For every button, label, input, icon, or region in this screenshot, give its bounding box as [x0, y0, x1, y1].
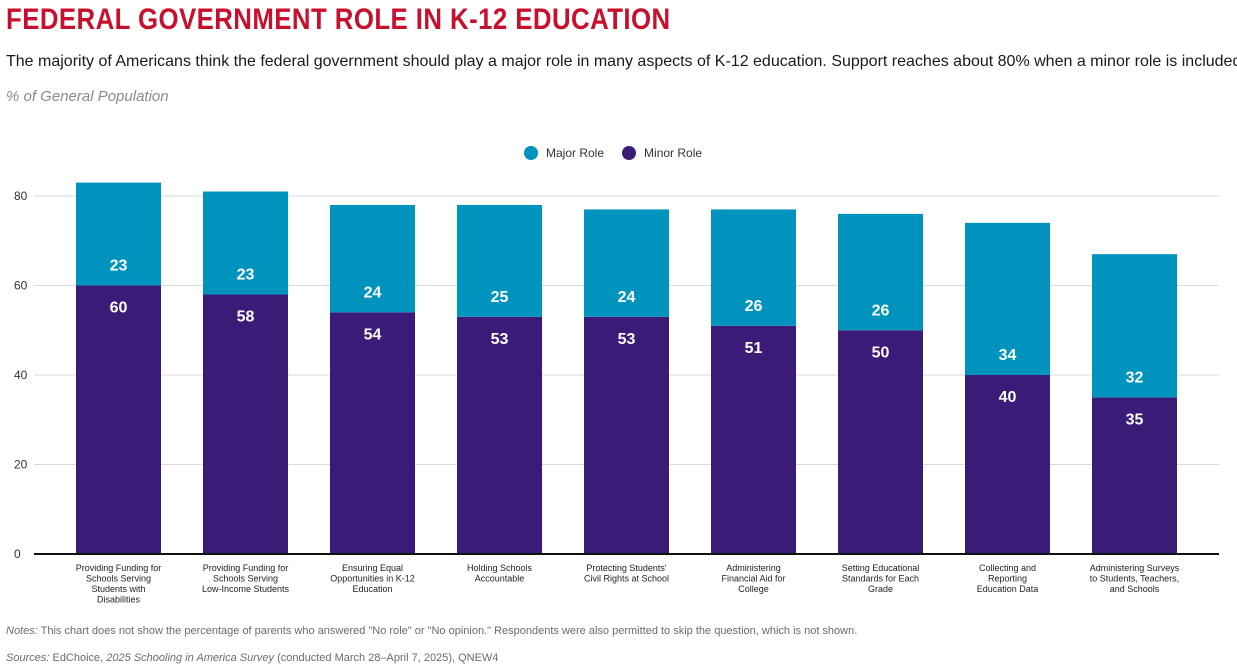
bar-major-role	[76, 182, 161, 286]
legend-label-minor: Minor Role	[644, 146, 703, 160]
data-label-major: 24	[364, 284, 382, 301]
data-label-major: 26	[872, 302, 890, 319]
x-category-label: Financial Aid for	[721, 574, 785, 584]
bar-major-role	[838, 213, 923, 331]
x-category-label: Education	[352, 584, 392, 594]
chart-notes: Notes: This chart does not show the perc…	[6, 625, 857, 637]
bar-minor-role	[203, 294, 288, 554]
bar-major-role	[711, 209, 796, 326]
data-label-minor: 40	[999, 389, 1017, 406]
data-label-minor: 35	[1126, 411, 1144, 428]
y-tick-label: 40	[14, 368, 28, 382]
x-category-label: Providing Funding for	[76, 563, 162, 573]
x-category-label: Accountable	[475, 574, 525, 584]
x-category-label: Education Data	[977, 584, 1039, 594]
bar-minor-role	[1092, 397, 1177, 554]
bar-major-role	[203, 191, 288, 295]
legend: Major Role Minor Role	[524, 146, 702, 160]
x-category-label: Opportunities in K-12	[330, 574, 415, 584]
data-label-major: 23	[237, 266, 255, 283]
data-label-major: 23	[110, 258, 128, 275]
bar-minor-role	[584, 316, 669, 554]
y-tick-label: 80	[14, 189, 28, 203]
x-category-label: Setting Educational	[842, 563, 920, 573]
data-label-major: 34	[999, 347, 1017, 364]
unit-label: % of General Population	[6, 88, 169, 105]
bar-minor-role	[838, 330, 923, 554]
chart-title: FEDERAL GOVERNMENT ROLE IN K-12 EDUCATIO…	[6, 3, 671, 36]
legend-swatch-minor	[622, 146, 637, 160]
bar-minor-role	[965, 375, 1050, 554]
data-label-minor: 53	[618, 331, 636, 348]
x-category-label: Schools Serving	[86, 574, 151, 584]
x-category-label: and Schools	[1110, 584, 1160, 594]
data-label-minor: 58	[237, 308, 255, 325]
x-category-label: Collecting and	[979, 563, 1036, 573]
x-category-label: Civil Rights at School	[584, 574, 669, 584]
data-label-major: 26	[745, 298, 763, 315]
data-label-minor: 54	[364, 326, 382, 343]
x-category-label: Disabilities	[97, 595, 141, 605]
x-category-label: Ensuring Equal	[342, 563, 403, 573]
x-category-label: Grade	[868, 584, 893, 594]
bar-minor-role	[76, 285, 161, 554]
data-label-minor: 50	[872, 344, 890, 361]
x-category-label: Students with	[91, 584, 145, 594]
notes-text: This chart does not show the percentage …	[37, 625, 858, 637]
sources-pre: EdChoice,	[49, 652, 107, 664]
legend-item-minor: Minor Role	[622, 146, 702, 160]
legend-item-major: Major Role	[524, 146, 604, 160]
chart-sources: Sources: EdChoice, 2025 Schooling in Ame…	[6, 652, 498, 664]
sources-title: 2025 Schooling in America Survey	[106, 652, 275, 664]
x-category-label: to Students, Teachers,	[1090, 574, 1179, 584]
x-category-label: College	[738, 584, 769, 594]
x-category-label: Low-Income Students	[202, 584, 290, 594]
data-label-minor: 53	[491, 331, 509, 348]
bar-major-role	[330, 204, 415, 313]
x-category-label: Standards for Each	[842, 574, 919, 584]
bar-minor-role	[330, 312, 415, 554]
data-label-minor: 51	[745, 340, 763, 357]
x-category-label: Protecting Students'	[586, 563, 667, 573]
bar-major-role	[584, 209, 669, 317]
legend-swatch-major	[524, 146, 538, 160]
bar-minor-role	[457, 316, 542, 554]
y-tick-label: 20	[14, 458, 28, 472]
sources-label: Sources:	[6, 652, 50, 664]
notes-label: Notes:	[6, 625, 38, 637]
data-label-major: 25	[491, 289, 509, 306]
bar-minor-role	[711, 325, 796, 554]
sources-post: (conducted March 28–April 7, 2025), QNEW…	[274, 652, 499, 664]
x-category-label: Reporting	[988, 574, 1027, 584]
legend-label-major: Major Role	[546, 146, 605, 160]
y-tick-label: 0	[14, 547, 21, 561]
data-label-major: 32	[1126, 369, 1144, 386]
x-category-label: Holding Schools	[467, 563, 533, 573]
x-category-label: Administering	[726, 563, 781, 573]
x-category-label: Administering Surveys	[1090, 563, 1180, 573]
x-category-label: Providing Funding for	[203, 563, 289, 573]
x-category-label: Schools Serving	[213, 574, 278, 584]
chart-subtitle: The majority of Americans think the fede…	[6, 53, 1237, 70]
y-tick-label: 60	[14, 279, 28, 293]
bar-major-role	[965, 222, 1050, 375]
data-label-major: 24	[618, 289, 636, 306]
bar-major-role	[1092, 254, 1177, 398]
data-label-minor: 60	[110, 300, 128, 317]
bar-major-role	[457, 204, 542, 317]
